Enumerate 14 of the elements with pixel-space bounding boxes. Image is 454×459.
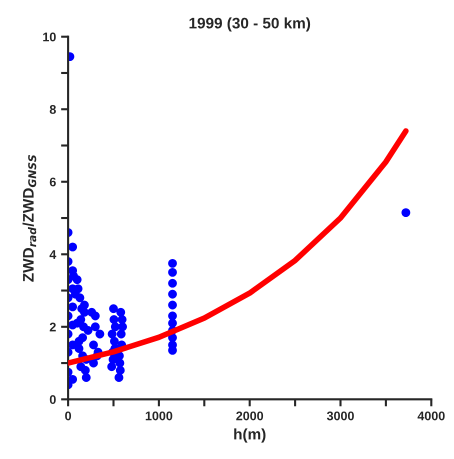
y-tick-label: 8 bbox=[50, 105, 56, 114]
y-tick-label: 6 bbox=[50, 178, 56, 186]
x-axis-title: h(m) bbox=[234, 428, 266, 443]
x-tick-label: 1000 bbox=[146, 411, 172, 420]
x-tick-label: 3000 bbox=[326, 411, 354, 420]
y-tick-label: 0 bbox=[50, 395, 56, 404]
x-tick-label: 2000 bbox=[236, 411, 264, 420]
y-tick-label: 4 bbox=[50, 250, 56, 259]
chart-title: 1999 (30 - 50 km) bbox=[190, 17, 310, 32]
x-tick-label: 0 bbox=[65, 411, 72, 420]
y-axis-title: ZWD$_{rad}$/ZWD$_{GNSS}$ bbox=[22, 154, 36, 282]
x-tick-label: 4000 bbox=[418, 411, 445, 420]
y-tick-label: 2 bbox=[50, 322, 56, 332]
y-tick-label: 10 bbox=[43, 32, 56, 42]
